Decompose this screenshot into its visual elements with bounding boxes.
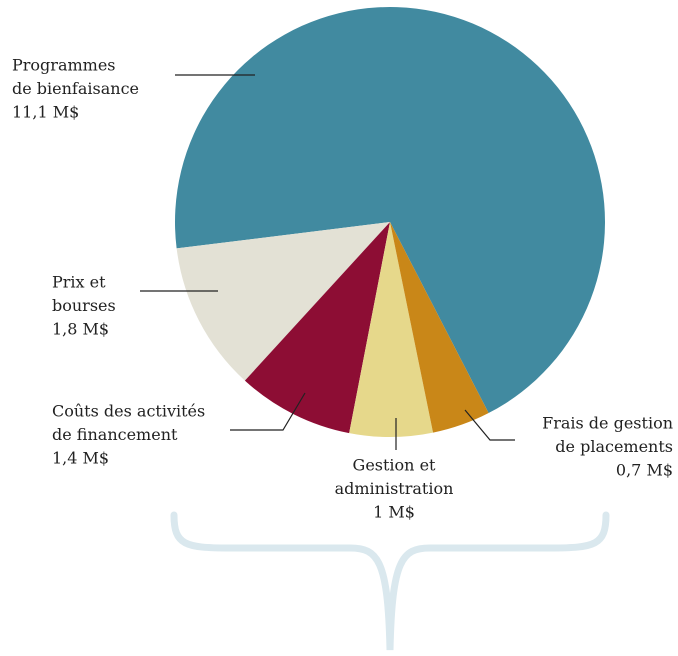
- slice-label: Programmes: [12, 56, 116, 75]
- slice-label: Gestion et: [353, 456, 437, 475]
- leader-line: [230, 392, 306, 431]
- value-label: 1,4 M$: [52, 449, 109, 468]
- slice-label: bourses: [52, 296, 116, 315]
- leader-line: [464, 409, 515, 441]
- pie-slice: [244, 222, 390, 434]
- pie-slice: [176, 222, 390, 381]
- brace: [170, 511, 610, 651]
- value-label: 1 M$: [373, 503, 415, 522]
- slice-label: administration: [335, 479, 454, 498]
- value-label: 11,1 M$: [12, 103, 79, 122]
- pie-slice: [175, 6, 605, 414]
- slice-label: de placements: [555, 437, 673, 456]
- slice-label: Coûts des activités: [52, 402, 205, 421]
- pie-slice: [349, 222, 434, 438]
- slice-label: Frais de gestion: [542, 414, 673, 433]
- slice-label: de financement: [52, 425, 178, 444]
- slice-label: Prix et: [52, 273, 106, 292]
- value-label: 1,8 M$: [52, 320, 109, 339]
- value-label: 0,7 M$: [616, 461, 673, 480]
- pie-slice: [390, 222, 489, 433]
- slice-label: de bienfaisance: [12, 79, 139, 98]
